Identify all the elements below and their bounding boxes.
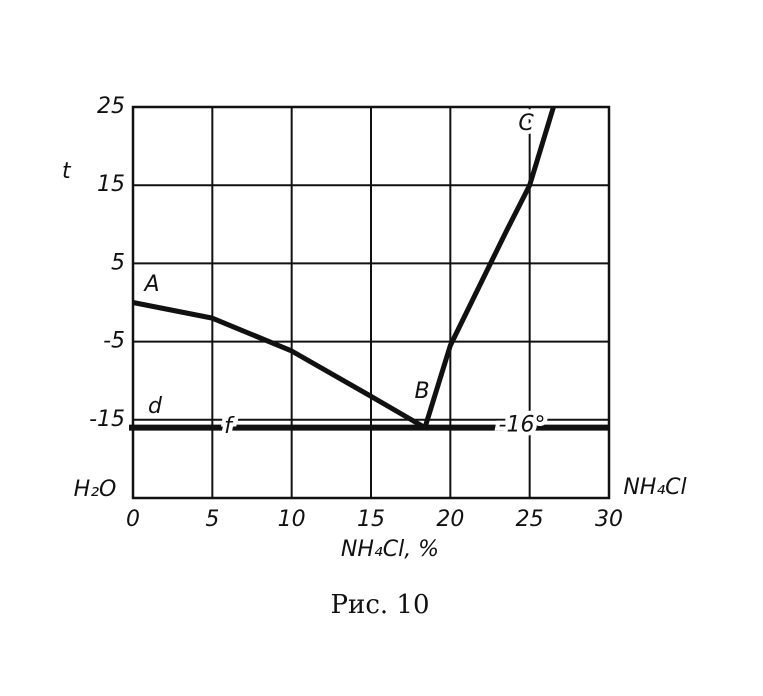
point-label: C — [518, 111, 534, 136]
y-tick-label: -5 — [103, 329, 125, 354]
y-tick-label: 25 — [97, 94, 125, 119]
x-tick-label: 20 — [436, 507, 464, 532]
x-tick-label: 5 — [205, 507, 219, 532]
y-tick-label: -15 — [89, 407, 125, 432]
caption: Рис. 10 — [331, 590, 430, 620]
y-axis-label: t — [62, 159, 72, 184]
left-corner-label: H₂O — [74, 477, 117, 502]
point-label: A — [142, 272, 159, 297]
curve — [132, 300, 427, 430]
x-tick-label: 30 — [595, 507, 623, 532]
eutectic-label: -16° — [499, 413, 546, 438]
x-tick-label: 0 — [126, 507, 140, 532]
point-label: B — [414, 379, 429, 404]
y-tick-label: 15 — [97, 172, 125, 197]
x-axis-label: NH₄Cl, % — [341, 537, 439, 562]
x-tick-label: 25 — [516, 507, 544, 532]
y-tick-label: 5 — [111, 250, 125, 275]
point-label: d — [148, 394, 163, 419]
curve — [422, 106, 556, 429]
x-tick-label: 15 — [357, 507, 385, 532]
x-tick-label: 10 — [278, 507, 306, 532]
right-corner-label: NH₄Cl — [623, 475, 686, 500]
